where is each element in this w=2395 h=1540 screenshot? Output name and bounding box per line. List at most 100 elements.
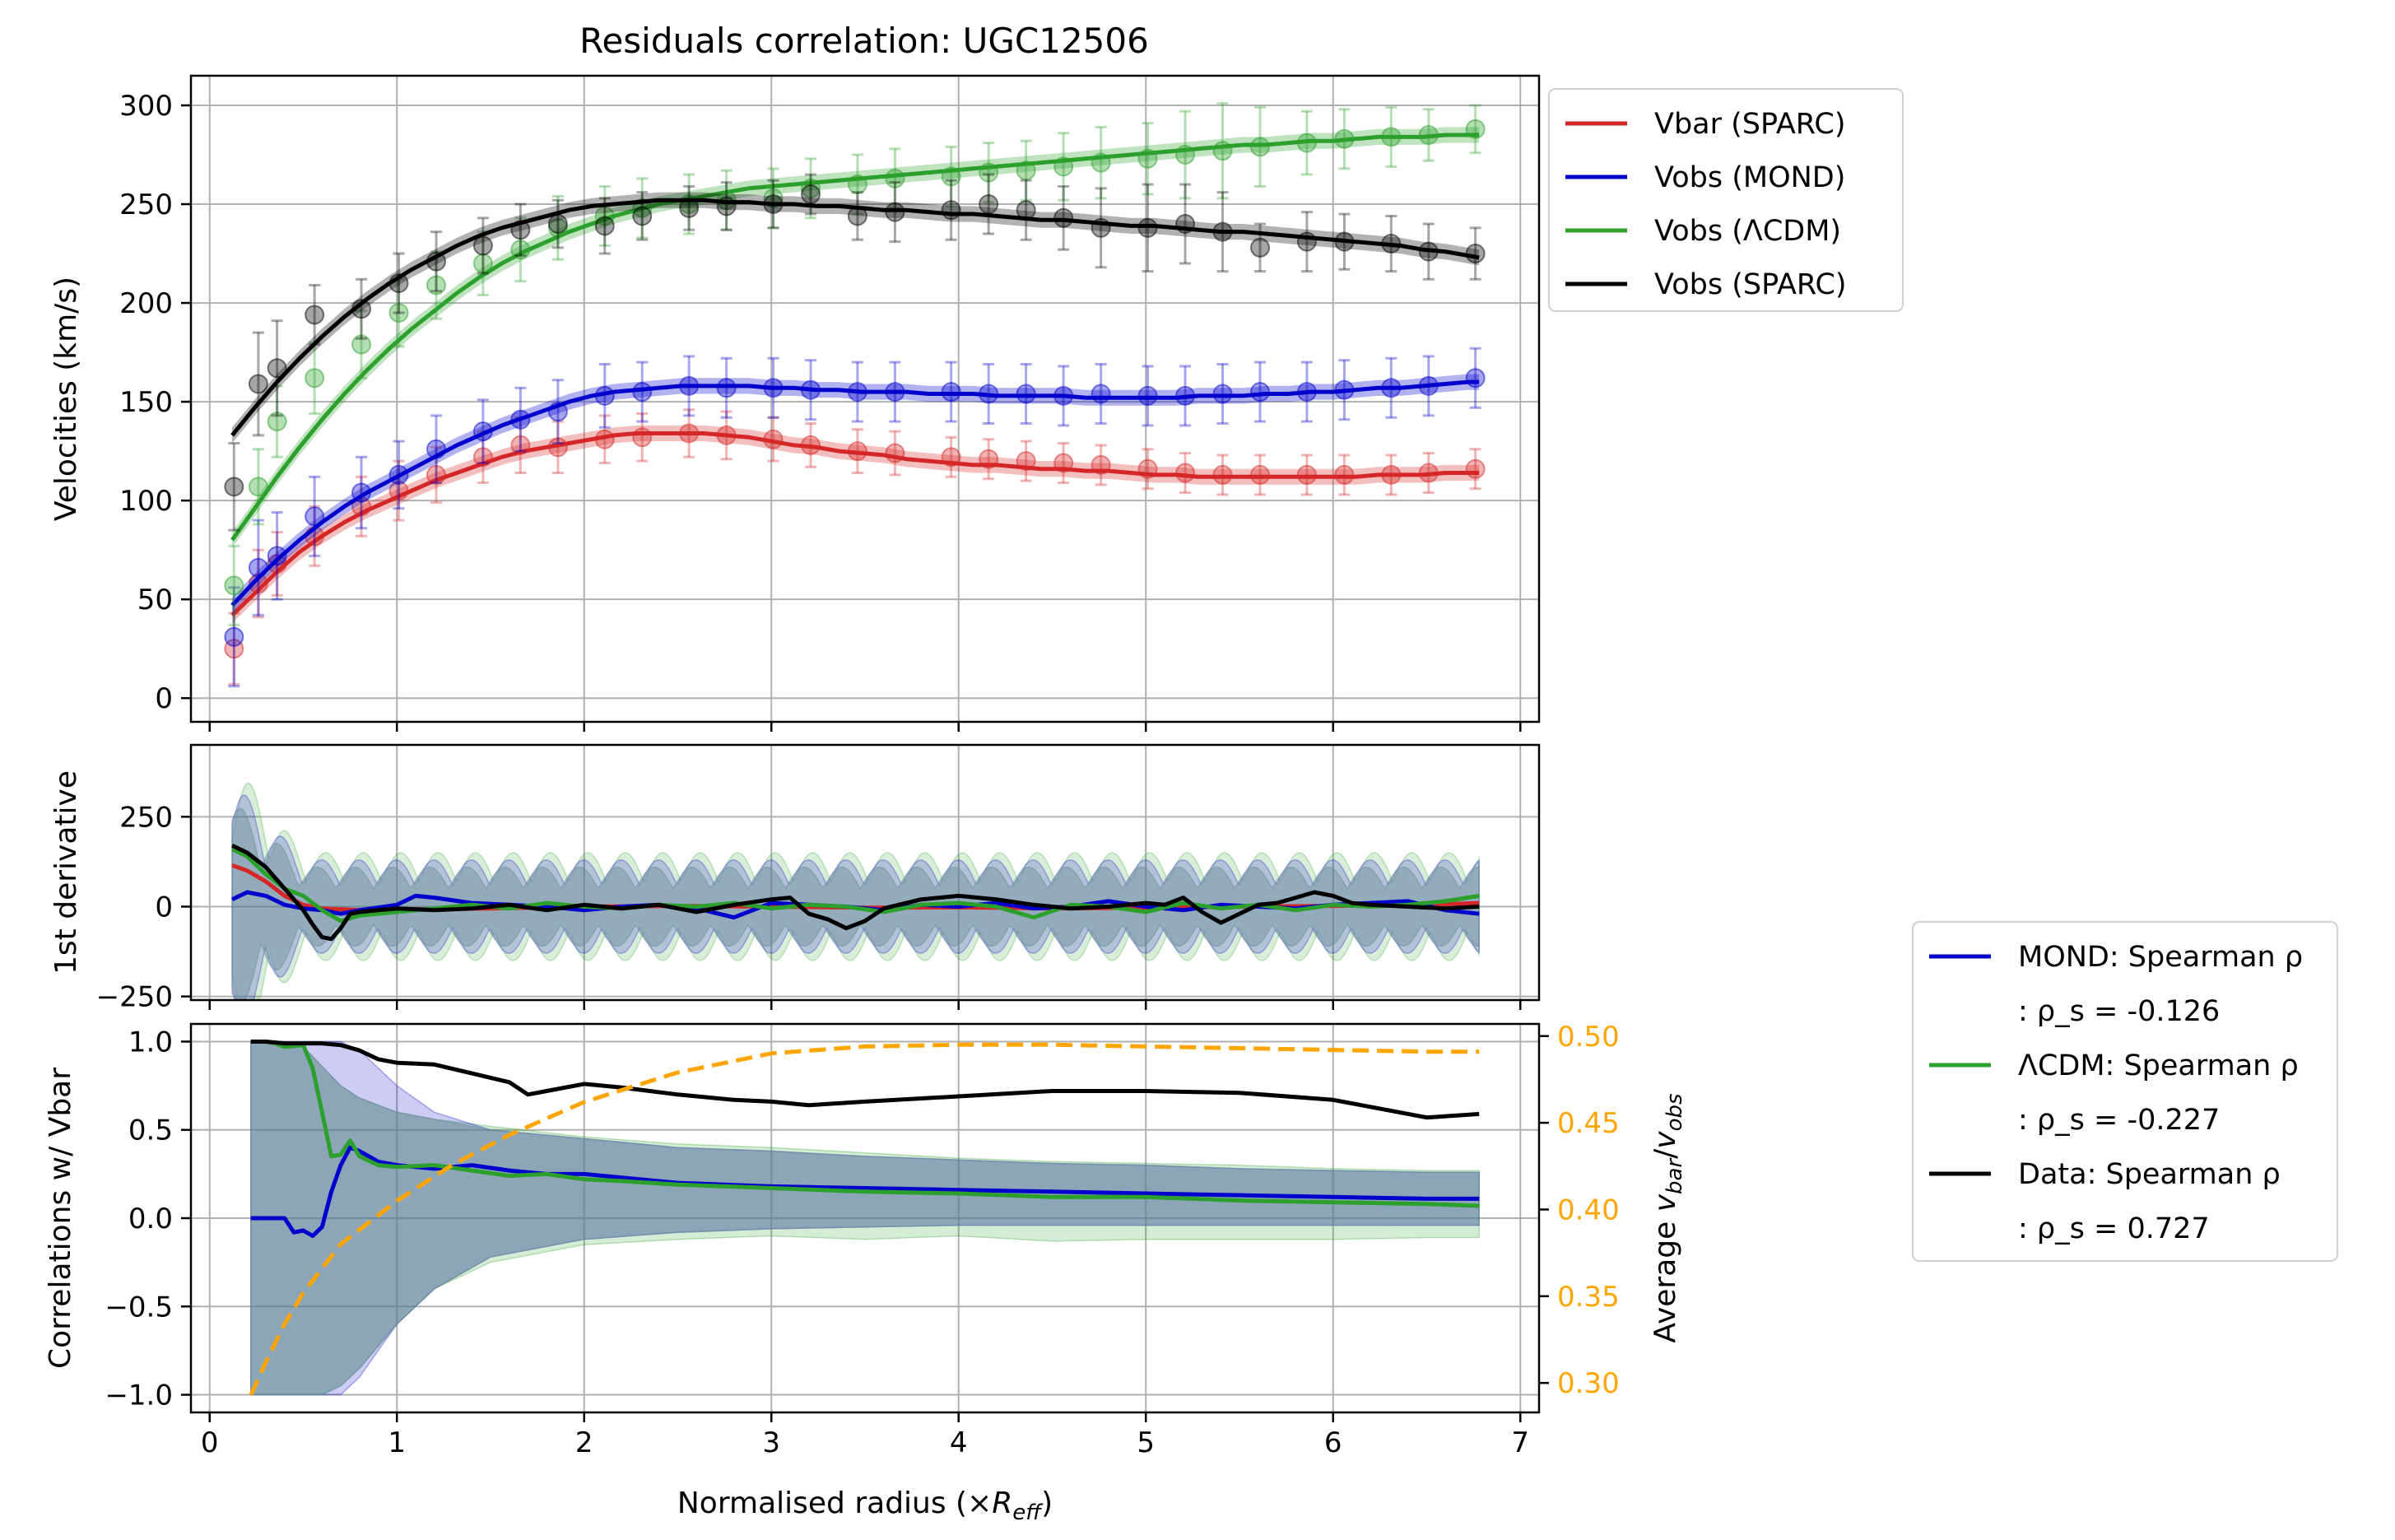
series-lcdm (224, 102, 1486, 626)
correlation-legend: MOND: Spearman ρ : ρ_s = -0.126 ΛCDM: Spea… (1912, 921, 2338, 1262)
y2-tick-label: 0.40 (1557, 1193, 1620, 1226)
sparc-fit-line (230, 198, 1480, 437)
legend-label-vbar: Vbar (SPARC) (1654, 108, 1845, 141)
x-tick-label: 0 (201, 1426, 219, 1459)
sparc-point (801, 184, 821, 205)
panel-3-ytick-label: −0.5 (105, 1291, 173, 1324)
vbar-point (1175, 463, 1196, 483)
y2-tick-label: 0.45 (1557, 1107, 1620, 1140)
sparc-point (224, 477, 244, 497)
correlation-legend-box (1912, 921, 2338, 1262)
x-tick-label: 2 (575, 1426, 593, 1459)
panel-2-ylabel: 1st derivative (49, 770, 83, 975)
x-tick-label: 7 (1511, 1426, 1529, 1459)
correlation-line-ratio (249, 1042, 1480, 1396)
secondary-axis: 0.30 0.35 0.40 0.45 0.50 Average vbar​/vobs​ (1539, 1021, 1687, 1400)
sparc-point (594, 216, 615, 236)
correlation-line-sparc (250, 1040, 1480, 1120)
series-mond (224, 347, 1486, 688)
panel-3-axes: −1.0 −0.5 0.0 0.5 1.0 0 1 2 3 4 5 6 7 Correlations w/… (44, 1022, 1541, 1459)
sparc-point (979, 194, 999, 215)
correlation-line-lcdm (250, 1040, 1480, 1208)
derivative-series (231, 782, 1480, 1001)
legend-label-mond: MOND: Spearman ρ (2018, 941, 2303, 974)
legend-label-lcdm: Vobs (ΛCDM) (1654, 215, 1841, 248)
lcdm-point (224, 575, 244, 596)
mond-point (1465, 368, 1486, 388)
mond-point (267, 546, 287, 566)
correlation-band-combined (250, 1040, 1480, 1396)
panel-1-ytick-label: 150 (119, 386, 173, 419)
sparc-point (547, 214, 568, 235)
legend-label-mond: Vobs (MOND) (1654, 161, 1845, 194)
panel-3-ytick-label: −1.0 (105, 1379, 173, 1412)
panel-2-frame (189, 743, 1541, 1002)
marks-layer (224, 102, 1486, 1396)
sparc-point (941, 200, 961, 221)
legend-label-sparc: Vobs (SPARC) (1654, 268, 1847, 301)
derivative-line-sparc (231, 844, 1480, 942)
panel-1-frame (189, 74, 1541, 723)
legend-stat-mond: : ρ_s = -0.126 (2018, 995, 2220, 1028)
panel-2-ytick-label: 0 (155, 891, 173, 924)
y2-tick-label: 0.50 (1557, 1021, 1620, 1054)
correlation-line-mond (250, 1145, 1480, 1238)
x-axis-label: Normalised radius (×Reff) (677, 1486, 1053, 1525)
x-tick-label: 5 (1137, 1426, 1155, 1459)
vbar-point (632, 427, 653, 448)
lcdm-point (267, 412, 287, 432)
legend-label-lcdm: ΛCDM: Spearman ρ (2018, 1049, 2299, 1082)
legend-label-sparc: Data: Spearman ρ (2018, 1158, 2281, 1191)
vbar-point (1465, 458, 1486, 479)
legend-stat-sparc: : ρ_s = 0.727 (2018, 1212, 2210, 1245)
lcdm-point (426, 275, 447, 295)
x-tick-label: 3 (762, 1426, 780, 1459)
lcdm-point (388, 303, 409, 323)
panel-1-axes: 0 50 100 150 200 250 300 Velocities (km/s) (49, 74, 1541, 732)
panel-1-ytick-label: 200 (119, 287, 173, 320)
panel-1-ylabel: Velocities (km/s) (49, 277, 83, 521)
mond-point (1091, 384, 1111, 404)
mond-point (224, 626, 244, 647)
panel-1-ytick-label: 100 (119, 485, 173, 518)
panel-1-ytick-label: 300 (119, 90, 173, 123)
x-tick-label: 4 (950, 1426, 968, 1459)
lcdm-point (248, 477, 268, 497)
legend-layer: Vbar (SPARC) Vobs (MOND) Vobs (ΛCDM) Vobs (… (1548, 88, 2338, 1262)
mond-fit-line (230, 379, 1480, 607)
lcdm-fit-line (230, 133, 1480, 542)
sparc-point (472, 235, 493, 256)
y2-tick-label: 0.30 (1557, 1367, 1620, 1400)
panel-2-ytick-label: −250 (96, 981, 173, 1014)
sparc-point (632, 206, 653, 226)
mond-point (305, 506, 325, 527)
panel-1-ytick-label: 50 (137, 584, 173, 616)
panel-1-ytick-label: 250 (119, 188, 173, 221)
panel-3-ytick-label: 1.0 (128, 1026, 173, 1058)
vbar-fit-line (230, 431, 1480, 617)
lcdm-point (305, 368, 325, 388)
sparc-point (1250, 237, 1271, 258)
lcdm-point (351, 334, 372, 355)
panel-3-ytick-label: 0.0 (128, 1203, 173, 1235)
chart-title: Residuals correlation: UGC12506 (579, 21, 1149, 61)
series-vbar (224, 408, 1486, 686)
x-tick-label: 6 (1324, 1426, 1342, 1459)
sparc-point (1465, 244, 1486, 264)
sparc-point (305, 305, 325, 325)
velocity-legend-box (1548, 88, 1904, 312)
panel-1-ytick-label: 0 (155, 682, 173, 715)
panel-2-axes: −250 0 250 1st derivative (49, 743, 1541, 1014)
panel-3-ylabel: Correlations w/ Vbar (44, 1068, 77, 1369)
legend-stat-lcdm: : ρ_s = -0.227 (2018, 1104, 2220, 1137)
sparc-point (267, 358, 287, 379)
y2-label: Average vbar​/vobs​ (1649, 1093, 1687, 1342)
series-sparc (224, 173, 1486, 532)
velocity-series (224, 102, 1486, 688)
x-tick-label: 1 (388, 1426, 406, 1459)
sparc-point (248, 374, 268, 394)
derivative-band-combined (231, 807, 1480, 1001)
correlation-series (249, 1040, 1480, 1396)
